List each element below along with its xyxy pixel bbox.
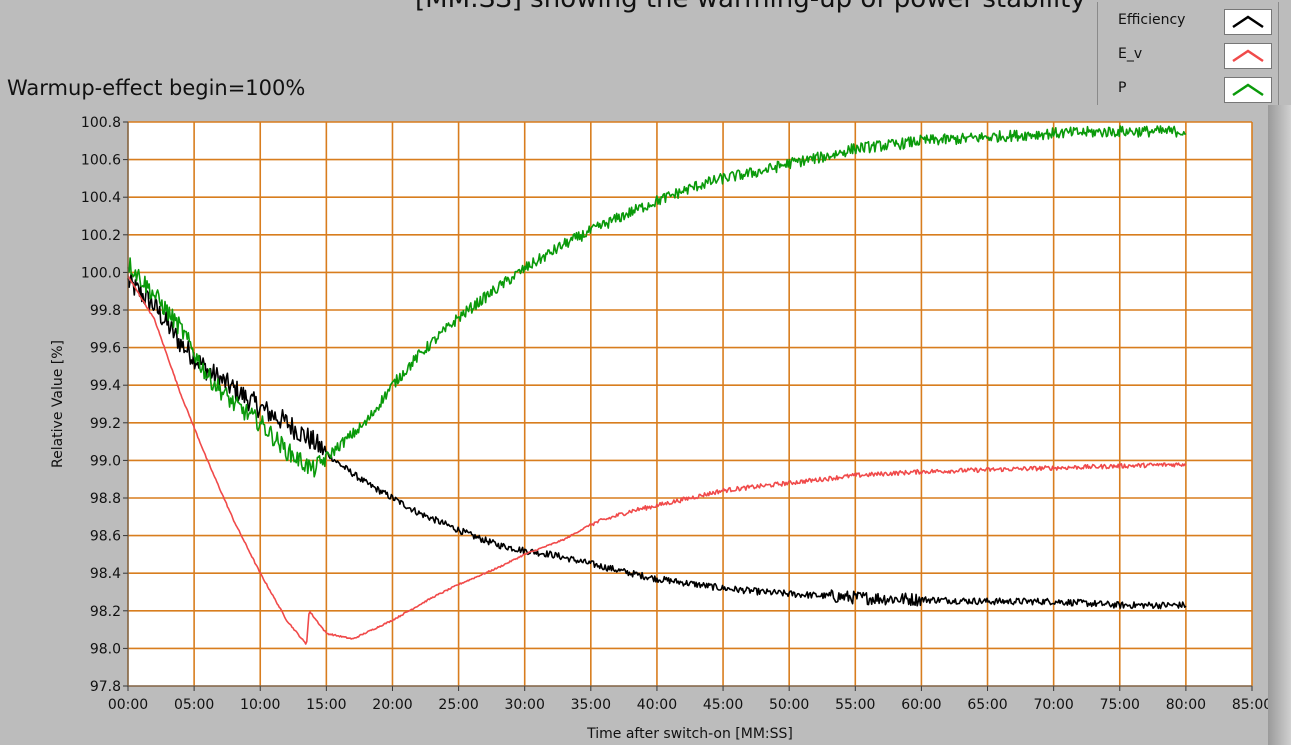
axis-layer: 00:00 05:00 10:00 15:00 20:00 25:00 30:00 35:00… (81, 115, 1268, 713)
y-tick-label: 99.8 (90, 303, 121, 319)
x-tick-label: 00:00 (108, 697, 148, 713)
legend-item-p[interactable]: P (1098, 72, 1278, 106)
y-tick-label: 98.0 (90, 641, 121, 657)
x-tick-label: 40:00 (637, 697, 677, 713)
x-tick-label: 70:00 (1033, 697, 1073, 713)
x-tick-label: 30:00 (505, 697, 545, 713)
series-line-p (127, 125, 1187, 478)
chart-canvas[interactable]: 00:00 05:00 10:00 15:00 20:00 25:00 30:00 35:00… (0, 105, 1268, 745)
y-tick-label: 98.4 (90, 566, 121, 582)
plot-frame: 00:00 05:00 10:00 15:00 20:00 25:00 30:00 35:00… (0, 105, 1268, 745)
y-tick-label: 100.8 (81, 115, 121, 131)
plot-area (128, 122, 1252, 686)
x-tick-label: 80:00 (1166, 697, 1206, 713)
y-tick-label: 100.2 (81, 228, 121, 244)
x-tick-label: 50:00 (769, 697, 809, 713)
y-tick-label: 99.4 (90, 378, 121, 394)
x-axis-title: Time after switch-on [MM:SS] (586, 726, 793, 742)
y-tick-label: 100.6 (81, 153, 121, 169)
x-tick-label: 05:00 (174, 697, 214, 713)
legend-label-e-v: E_v (1118, 46, 1143, 62)
chart-title-cut: [MM:SS] showing the warming-up of power … (415, 0, 1086, 14)
y-axis-title: Relative Value [%] (50, 340, 66, 468)
x-tick-label: 35:00 (571, 697, 611, 713)
x-tick-label: 15:00 (306, 697, 346, 713)
y-tick-label: 100.0 (81, 265, 121, 281)
y-tick-label: 98.2 (90, 604, 121, 620)
graph-scrollbar[interactable] (1268, 105, 1291, 745)
y-tick-label: 98.8 (90, 491, 121, 507)
y-tick-label: 99.6 (90, 341, 121, 357)
x-tick-label: 55:00 (835, 697, 875, 713)
x-tick-label: 25:00 (438, 697, 478, 713)
plot-legend: Efficiency E_v P (1097, 2, 1279, 106)
legend-item-e-v[interactable]: E_v (1098, 38, 1278, 72)
x-tick-label: 10:00 (240, 697, 280, 713)
legend-label-p: P (1118, 80, 1127, 96)
x-tick-label: 75:00 (1100, 697, 1140, 713)
legend-swatch-e-v-icon[interactable] (1224, 43, 1272, 69)
y-tick-label: 98.6 (90, 529, 121, 545)
y-tick-label: 97.8 (90, 679, 121, 695)
chart-subtitle: Warmup-effect begin=100% (7, 76, 306, 100)
y-tick-label: 99.2 (90, 416, 121, 432)
legend-swatch-efficiency-icon[interactable] (1224, 9, 1272, 35)
legend-label-efficiency: Efficiency (1118, 12, 1186, 28)
x-tick-label: 45:00 (703, 697, 743, 713)
x-tick-label: 20:00 (372, 697, 412, 713)
series-layer (127, 125, 1187, 645)
legend-swatch-p-icon[interactable] (1224, 77, 1272, 103)
series-line-efficiency (127, 272, 1187, 610)
legend-item-efficiency[interactable]: Efficiency (1098, 4, 1278, 38)
series-line-e-v (127, 275, 1187, 645)
y-tick-label: 100.4 (81, 190, 121, 206)
x-tick-label: 60:00 (901, 697, 941, 713)
x-tick-label: 85:00 (1232, 697, 1268, 713)
y-tick-label: 99.0 (90, 453, 121, 469)
x-tick-label: 65:00 (967, 697, 1007, 713)
